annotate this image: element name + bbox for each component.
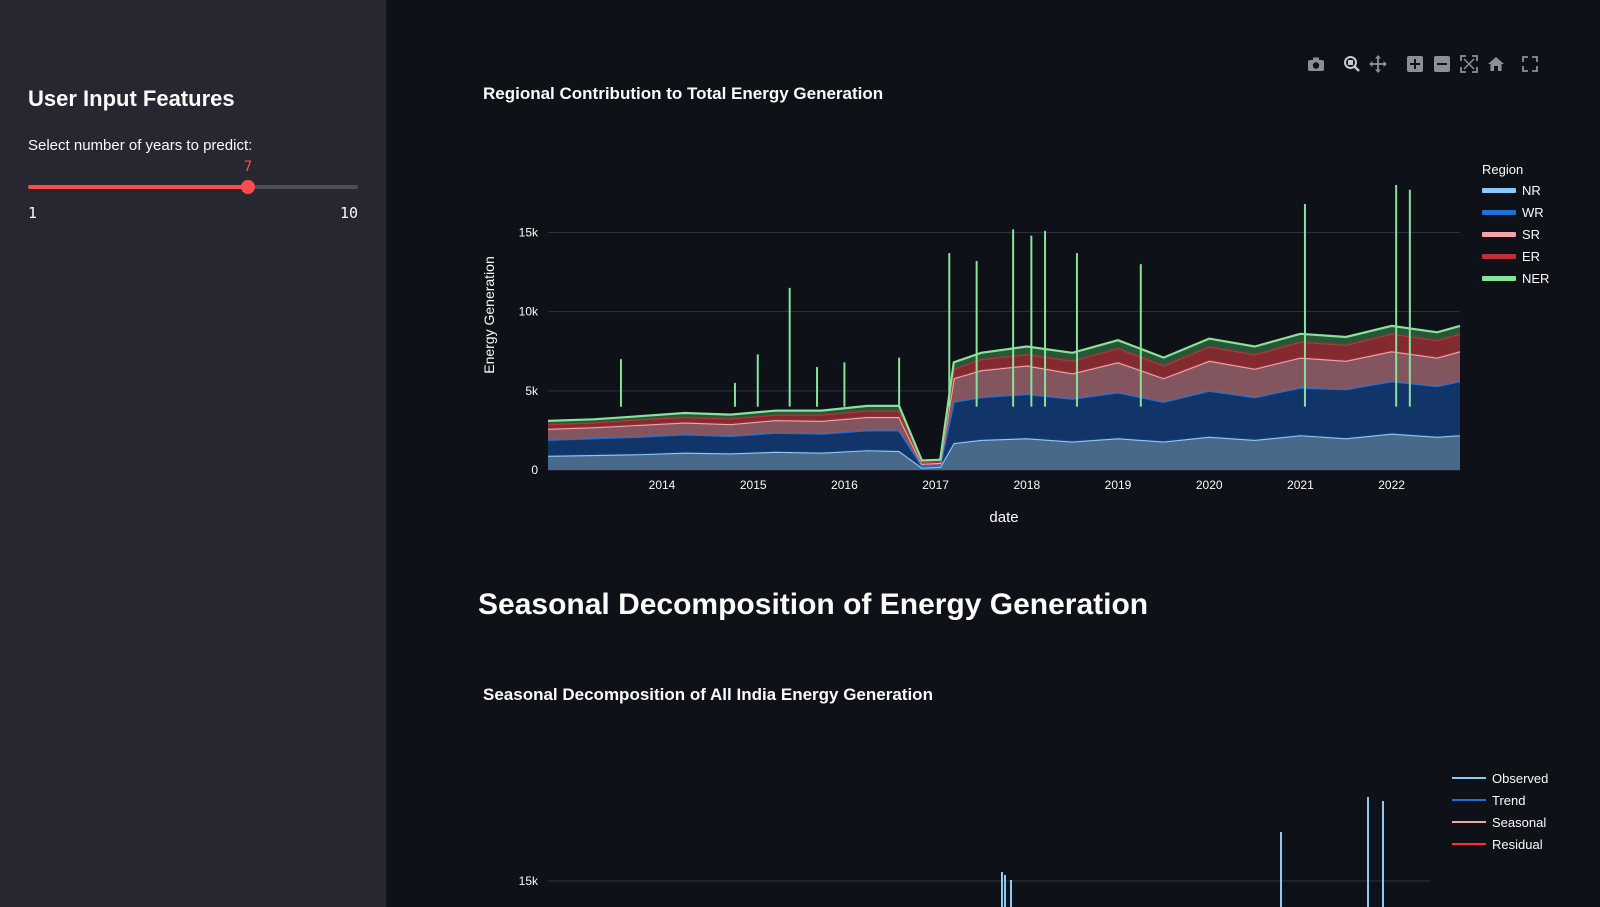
regional-area-chart: 0 5k 10k 15k 2014 2015 2016 2017 2018 2019 2020 20… <box>481 185 1470 526</box>
x-tick-label: 2019 <box>1105 478 1132 492</box>
legend-title: Region <box>1482 162 1524 177</box>
camera-icon[interactable] <box>1306 55 1326 75</box>
autoscale-icon[interactable] <box>1459 55 1479 75</box>
legend-swatch <box>1482 209 1516 215</box>
legend-item-trend[interactable]: Trend <box>1452 789 1548 811</box>
chart1-legend: Region NR WR SR ER NER <box>1482 162 1549 289</box>
x-tick-label: 2020 <box>1196 478 1223 492</box>
legend-item-er[interactable]: ER <box>1482 245 1549 267</box>
legend-swatch <box>1482 187 1516 193</box>
legend-swatch <box>1482 275 1516 281</box>
area-sr[interactable] <box>548 351 1460 466</box>
legend-label: WR <box>1522 204 1544 220</box>
legend-label: Trend <box>1492 792 1526 808</box>
legend-label: Seasonal <box>1492 814 1547 830</box>
area-er[interactable] <box>548 333 1460 464</box>
slider-min-label: 1 <box>28 204 38 222</box>
line-er[interactable] <box>547 332 1461 464</box>
legend-swatch <box>1482 231 1516 237</box>
legend-line <box>1452 777 1486 779</box>
slider-max-label: 10 <box>339 204 358 222</box>
x-tick-label: 2017 <box>922 478 949 492</box>
chart2-title: Seasonal Decomposition of All India Ener… <box>483 685 933 704</box>
line-wr[interactable] <box>547 380 1461 468</box>
y-tick-label: 0 <box>531 463 538 477</box>
y-axis-label: Energy Generation <box>481 256 497 374</box>
legend-label: SR <box>1522 226 1541 242</box>
zoom-in-icon[interactable] <box>1405 55 1425 75</box>
x-tick-label: 2016 <box>831 478 858 492</box>
y-tick-label: 10k <box>519 305 539 319</box>
home-icon[interactable] <box>1486 55 1506 75</box>
y-tick-label: 5k <box>525 384 539 398</box>
legend-item-sr[interactable]: SR <box>1482 223 1549 245</box>
slider-label: Select number of years to predict: <box>28 137 253 154</box>
line-ner[interactable] <box>547 324 1461 462</box>
zoom-icon[interactable] <box>1342 55 1362 75</box>
chart2-legend: Observed Trend Seasonal Residual <box>1452 767 1548 855</box>
slider-thumb[interactable] <box>241 180 255 194</box>
fullscreen-icon[interactable] <box>1520 55 1540 75</box>
zoom-out-icon[interactable] <box>1432 55 1452 75</box>
legend-label: ER <box>1522 248 1541 264</box>
legend-item-ner[interactable]: NER <box>1482 267 1549 289</box>
slider-fill <box>28 185 248 189</box>
x-tick-label: 2021 <box>1287 478 1314 492</box>
sidebar-title: User Input Features <box>28 86 235 111</box>
x-tick-label: 2022 <box>1378 478 1405 492</box>
x-tick-label: 2023 <box>1469 478 1470 492</box>
legend-item-residual[interactable]: Residual <box>1452 833 1548 855</box>
legend-label: Residual <box>1492 836 1543 852</box>
chart1-title: Regional Contribution to Total Energy Ge… <box>483 84 884 103</box>
legend-line <box>1452 821 1486 823</box>
legend-label: NER <box>1522 270 1550 286</box>
slider-value: 7 <box>243 159 253 175</box>
y-tick-label: 15k <box>519 226 539 240</box>
legend-line <box>1452 799 1486 801</box>
area-wr[interactable] <box>548 381 1460 468</box>
pan-icon[interactable] <box>1368 55 1388 75</box>
x-tick-label: 2015 <box>740 478 767 492</box>
x-tick-label: 2018 <box>1013 478 1040 492</box>
legend-swatch <box>1482 253 1516 259</box>
legend-line <box>1452 843 1486 845</box>
plot-modebar <box>1306 55 1556 77</box>
decomposition-chart: 15k <box>519 797 1430 907</box>
legend-item-seasonal[interactable]: Seasonal <box>1452 811 1548 833</box>
legend-label: NR <box>1522 182 1541 198</box>
area-ner[interactable] <box>548 325 1460 463</box>
area-nr[interactable] <box>548 433 1460 470</box>
y-tick-label: 15k <box>519 874 539 888</box>
x-tick-label: 2014 <box>649 478 676 492</box>
legend-item-wr[interactable]: WR <box>1482 201 1549 223</box>
legend-item-nr[interactable]: NR <box>1482 179 1549 201</box>
x-axis-label: date <box>989 509 1018 526</box>
legend-label: Observed <box>1492 770 1549 786</box>
legend-item-observed[interactable]: Observed <box>1452 767 1548 789</box>
sidebar: User Input Features Select number of yea… <box>0 0 386 907</box>
years-slider[interactable]: 7 1 10 <box>28 159 358 222</box>
section-heading: Seasonal Decomposition of Energy Generat… <box>478 588 1149 621</box>
